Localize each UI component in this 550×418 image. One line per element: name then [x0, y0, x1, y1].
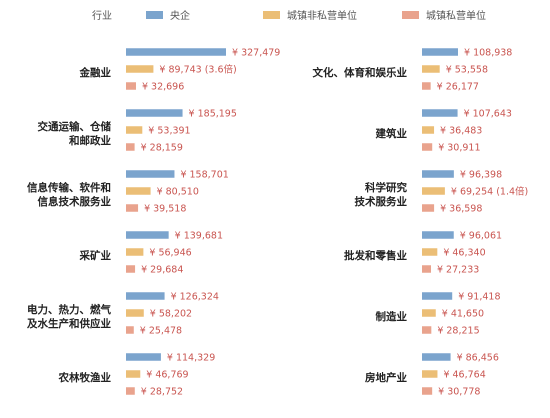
category-label: 和邮政业 — [68, 134, 111, 147]
category-label: 农林牧渔业 — [58, 371, 112, 384]
legend-swatch — [263, 11, 280, 19]
value-label: ¥ 158,701 — [180, 170, 228, 181]
bar — [126, 82, 136, 90]
value-label: ¥ 46,764 — [443, 370, 485, 381]
category-label: 信息技术服务业 — [38, 195, 112, 208]
category-label: 采矿业 — [79, 249, 112, 262]
value-label: ¥ 126,324 — [171, 292, 219, 303]
value-label: ¥ 30,778 — [438, 387, 480, 398]
value-label: ¥ 96,398 — [460, 170, 502, 181]
value-label: ¥ 30,911 — [438, 143, 480, 154]
value-label: ¥ 27,233 — [437, 265, 479, 276]
value-label: ¥ 32,696 — [142, 82, 184, 93]
category-label: 房地产业 — [365, 371, 407, 384]
legend-label: 央企 — [170, 9, 190, 22]
bar — [422, 309, 436, 317]
bar — [422, 126, 435, 134]
value-label: ¥ 28,215 — [437, 326, 479, 337]
bar — [422, 82, 431, 90]
bar — [126, 387, 135, 395]
legend-swatch — [402, 11, 419, 19]
bar — [126, 143, 135, 151]
value-label: ¥ 107,643 — [464, 109, 512, 120]
bar — [126, 292, 165, 300]
value-label: ¥ 36,483 — [440, 126, 482, 137]
value-label: ¥ 80,510 — [157, 187, 199, 198]
legend: 行业 央企 城镇非私营单位 城镇私营单位 — [92, 9, 486, 22]
bar — [126, 48, 226, 56]
bar — [126, 231, 169, 239]
value-label: ¥ 89,743 (3.6倍) — [159, 64, 236, 76]
bar — [422, 292, 453, 300]
bar — [422, 143, 433, 151]
bar — [422, 48, 458, 56]
category-label: 金融业 — [79, 66, 112, 79]
category-label: 交通运输、仓储 — [38, 120, 112, 133]
bar — [422, 387, 433, 395]
category-label: 技术服务业 — [355, 195, 408, 208]
value-label: ¥ 139,681 — [175, 231, 223, 242]
bar — [422, 265, 431, 273]
category-label: 文化、体育和娱乐业 — [312, 66, 408, 79]
bar — [422, 65, 440, 73]
value-label: ¥ 91,418 — [458, 292, 500, 303]
value-label: ¥ 28,159 — [141, 143, 183, 154]
bar — [422, 353, 451, 361]
bar — [126, 370, 141, 378]
value-label: ¥ 53,391 — [148, 126, 190, 137]
bar — [126, 170, 175, 178]
bar — [126, 109, 183, 117]
bar — [126, 187, 151, 195]
category-label: 建筑业 — [375, 127, 408, 140]
category-label: 信息传输、软件和 — [27, 181, 111, 194]
bar — [422, 326, 432, 334]
bar — [126, 126, 143, 134]
value-label: ¥ 53,558 — [446, 65, 488, 76]
bar — [126, 265, 136, 273]
bar — [126, 65, 154, 73]
value-label: ¥ 327,479 — [232, 48, 280, 59]
legend-title: 行业 — [92, 9, 112, 22]
value-label: ¥ 39,518 — [144, 204, 186, 215]
category-label: 电力、热力、燃气 — [27, 303, 111, 316]
value-label: ¥ 28,752 — [141, 387, 183, 398]
value-label: ¥ 36,598 — [440, 204, 482, 215]
value-label: ¥ 41,650 — [442, 309, 484, 320]
bar — [422, 204, 435, 212]
bar — [422, 170, 454, 178]
legend-swatch — [146, 11, 163, 19]
legend-label: 城镇非私营单位 — [287, 9, 357, 22]
bar — [422, 370, 438, 378]
value-label: ¥ 108,938 — [464, 48, 512, 59]
bar — [422, 187, 445, 195]
bar — [126, 326, 134, 334]
value-label: ¥ 56,946 — [149, 248, 191, 259]
value-label: ¥ 26,177 — [437, 82, 479, 93]
value-label: ¥ 46,769 — [146, 370, 188, 381]
category-label: 及水生产和供应业 — [27, 317, 111, 330]
category-label: 科学研究 — [365, 181, 407, 194]
value-label: ¥ 29,684 — [141, 265, 183, 276]
bar — [126, 204, 139, 212]
chart-panels: 金融业 ¥ 327,479 ¥ 89,743 (3.6倍) ¥ 32,696 交通运输、… — [27, 48, 528, 398]
value-label: ¥ 46,340 — [443, 248, 485, 259]
bar — [126, 309, 144, 317]
value-label: ¥ 96,061 — [460, 231, 502, 242]
bar — [422, 248, 438, 256]
category-label: 制造业 — [376, 310, 408, 323]
legend-label: 城镇私营单位 — [426, 9, 486, 22]
value-label: ¥ 114,329 — [167, 353, 215, 364]
value-label: ¥ 25,478 — [140, 326, 182, 337]
bar — [422, 109, 458, 117]
value-label: ¥ 185,195 — [189, 109, 237, 120]
bar — [126, 353, 161, 361]
value-label: ¥ 69,254 (1.4倍) — [451, 186, 528, 198]
bar — [422, 231, 454, 239]
value-label: ¥ 58,202 — [150, 309, 192, 320]
bar — [126, 248, 144, 256]
category-label: 批发和零售业 — [344, 249, 407, 262]
value-label: ¥ 86,456 — [457, 353, 499, 364]
